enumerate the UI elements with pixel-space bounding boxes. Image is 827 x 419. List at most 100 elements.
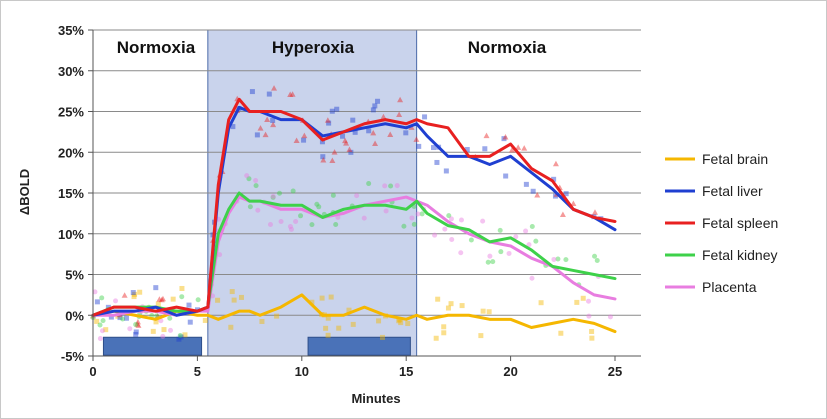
fetal-liver-point <box>434 159 440 165</box>
fetal-kidney-point <box>446 213 452 219</box>
fetal-liver-point <box>117 315 123 321</box>
fetal-kidney-point <box>246 176 252 182</box>
fetal-brain-point <box>445 305 451 311</box>
fetal-brain-point <box>396 318 402 324</box>
fetal-kidney-point <box>290 188 296 194</box>
fetal-liver-point <box>334 106 340 112</box>
fetal-liver-point <box>403 130 409 136</box>
y-tick-label: 5% <box>65 268 84 283</box>
fetal-brain-point <box>150 328 156 334</box>
fetal-liver-point <box>249 89 255 95</box>
fetal-brain-point <box>325 332 331 338</box>
fetal-brain-point <box>486 309 492 315</box>
fetal-kidney-point <box>309 222 315 228</box>
fetal-spleen-point <box>293 137 300 144</box>
y-tick-label: 0% <box>65 308 84 323</box>
fetal-spleen-point <box>156 296 163 302</box>
fetal-kidney-point <box>533 238 539 244</box>
legend-item-fetal-kidney: Fetal kidney <box>665 247 777 263</box>
fetal-kidney-point <box>333 222 339 228</box>
fetal-brain-point <box>480 308 486 314</box>
fetal-spleen-point <box>271 85 278 91</box>
legend-item-fetal-spleen: Fetal spleen <box>665 215 778 231</box>
fetal-spleen-point <box>380 113 387 120</box>
fetal-spleen-legend-label: Fetal spleen <box>702 215 778 231</box>
fetal-kidney-point <box>388 183 394 189</box>
fetal-brain-point <box>448 301 454 307</box>
fetal-brain-point <box>103 327 109 333</box>
legend-item-fetal-liver: Fetal liver <box>665 183 763 199</box>
fetal-brain-point <box>435 296 441 302</box>
fetal-brain-point <box>323 325 329 331</box>
placenta-point <box>551 256 557 262</box>
fetal-liver-legend-label: Fetal liver <box>702 183 763 199</box>
placenta-point <box>415 211 421 217</box>
fetal-spleen-point <box>289 91 296 97</box>
fetal-liver-point <box>133 331 139 337</box>
fetal-liver-point <box>266 91 272 97</box>
fetal-spleen-point <box>135 322 142 328</box>
fetal-spleen-point <box>591 209 598 215</box>
fetal-brain-point <box>405 321 411 327</box>
y-tick-label: 20% <box>58 145 84 160</box>
fetal-brain-point <box>346 307 352 313</box>
fetal-brain-point <box>202 317 208 323</box>
placenta-point <box>255 207 261 213</box>
placenta-point <box>267 222 273 228</box>
placenta-point <box>99 328 105 334</box>
fetal-brain-point <box>155 301 161 307</box>
fetal-spleen-point <box>413 136 420 142</box>
fetal-kidney-point <box>298 213 304 219</box>
fetal-spleen-point <box>121 292 128 298</box>
placenta-point <box>409 215 415 221</box>
y-tick-label: 10% <box>58 227 84 242</box>
fetal-kidney-legend-label: Fetal kidney <box>702 247 777 263</box>
fetal-spleen-point <box>158 296 165 303</box>
fetal-brain-point <box>229 289 235 295</box>
fetal-brain-point <box>131 294 137 300</box>
fetal-brain-point <box>319 295 325 301</box>
placenta-point <box>586 313 592 319</box>
fetal-spleen-point <box>331 149 338 155</box>
y-tick-label: 35% <box>58 23 84 38</box>
fetal-liver-point <box>153 285 159 291</box>
placenta-point <box>523 228 529 234</box>
fetal-liver-point <box>501 136 507 142</box>
placenta-point <box>278 218 284 224</box>
fetal-spleen-point <box>262 131 269 138</box>
y-tick-label: -5% <box>61 349 85 364</box>
fetal-liver-point <box>348 149 354 155</box>
fetal-kidney-point <box>97 322 103 328</box>
fetal-brain-point <box>478 333 484 339</box>
fetal-spleen-point <box>387 131 394 138</box>
fetal-kidney-point <box>149 313 155 319</box>
fetal-liver-point <box>187 319 193 325</box>
fetal-liver-point <box>422 114 428 120</box>
placenta-point <box>113 298 119 304</box>
fetal-liver-point <box>416 143 422 149</box>
x-tick-label: 5 <box>194 364 201 379</box>
fetal-kidney-point <box>330 192 336 198</box>
fetal-brain-point <box>325 315 331 321</box>
fetal-brain-legend-label: Fetal brain <box>702 151 768 167</box>
fetal-kidney-point <box>498 249 504 255</box>
fetal-brain-point <box>132 291 138 297</box>
legend-item-fetal-brain: Fetal brain <box>665 151 768 167</box>
fetal-liver-point <box>320 154 326 160</box>
y-tick-label: 25% <box>58 105 84 120</box>
placenta-point <box>382 183 388 189</box>
fetal-brain-point <box>574 299 580 305</box>
fetal-brain-point <box>115 313 121 319</box>
legend: Fetal brain Fetal liver Fetal spleen Fetal … <box>665 151 778 295</box>
fetal-liver-point <box>319 139 325 145</box>
fetal-liver-point <box>329 108 335 114</box>
placenta-point <box>270 193 276 199</box>
fetal-liver-point <box>523 181 529 187</box>
placenta-point <box>513 234 519 240</box>
placenta-point <box>158 318 164 324</box>
fetal-spleen-point <box>552 160 559 167</box>
placenta-point <box>168 327 174 333</box>
fetal-kidney-point <box>497 227 503 233</box>
fetal-spleen-point <box>508 147 515 153</box>
